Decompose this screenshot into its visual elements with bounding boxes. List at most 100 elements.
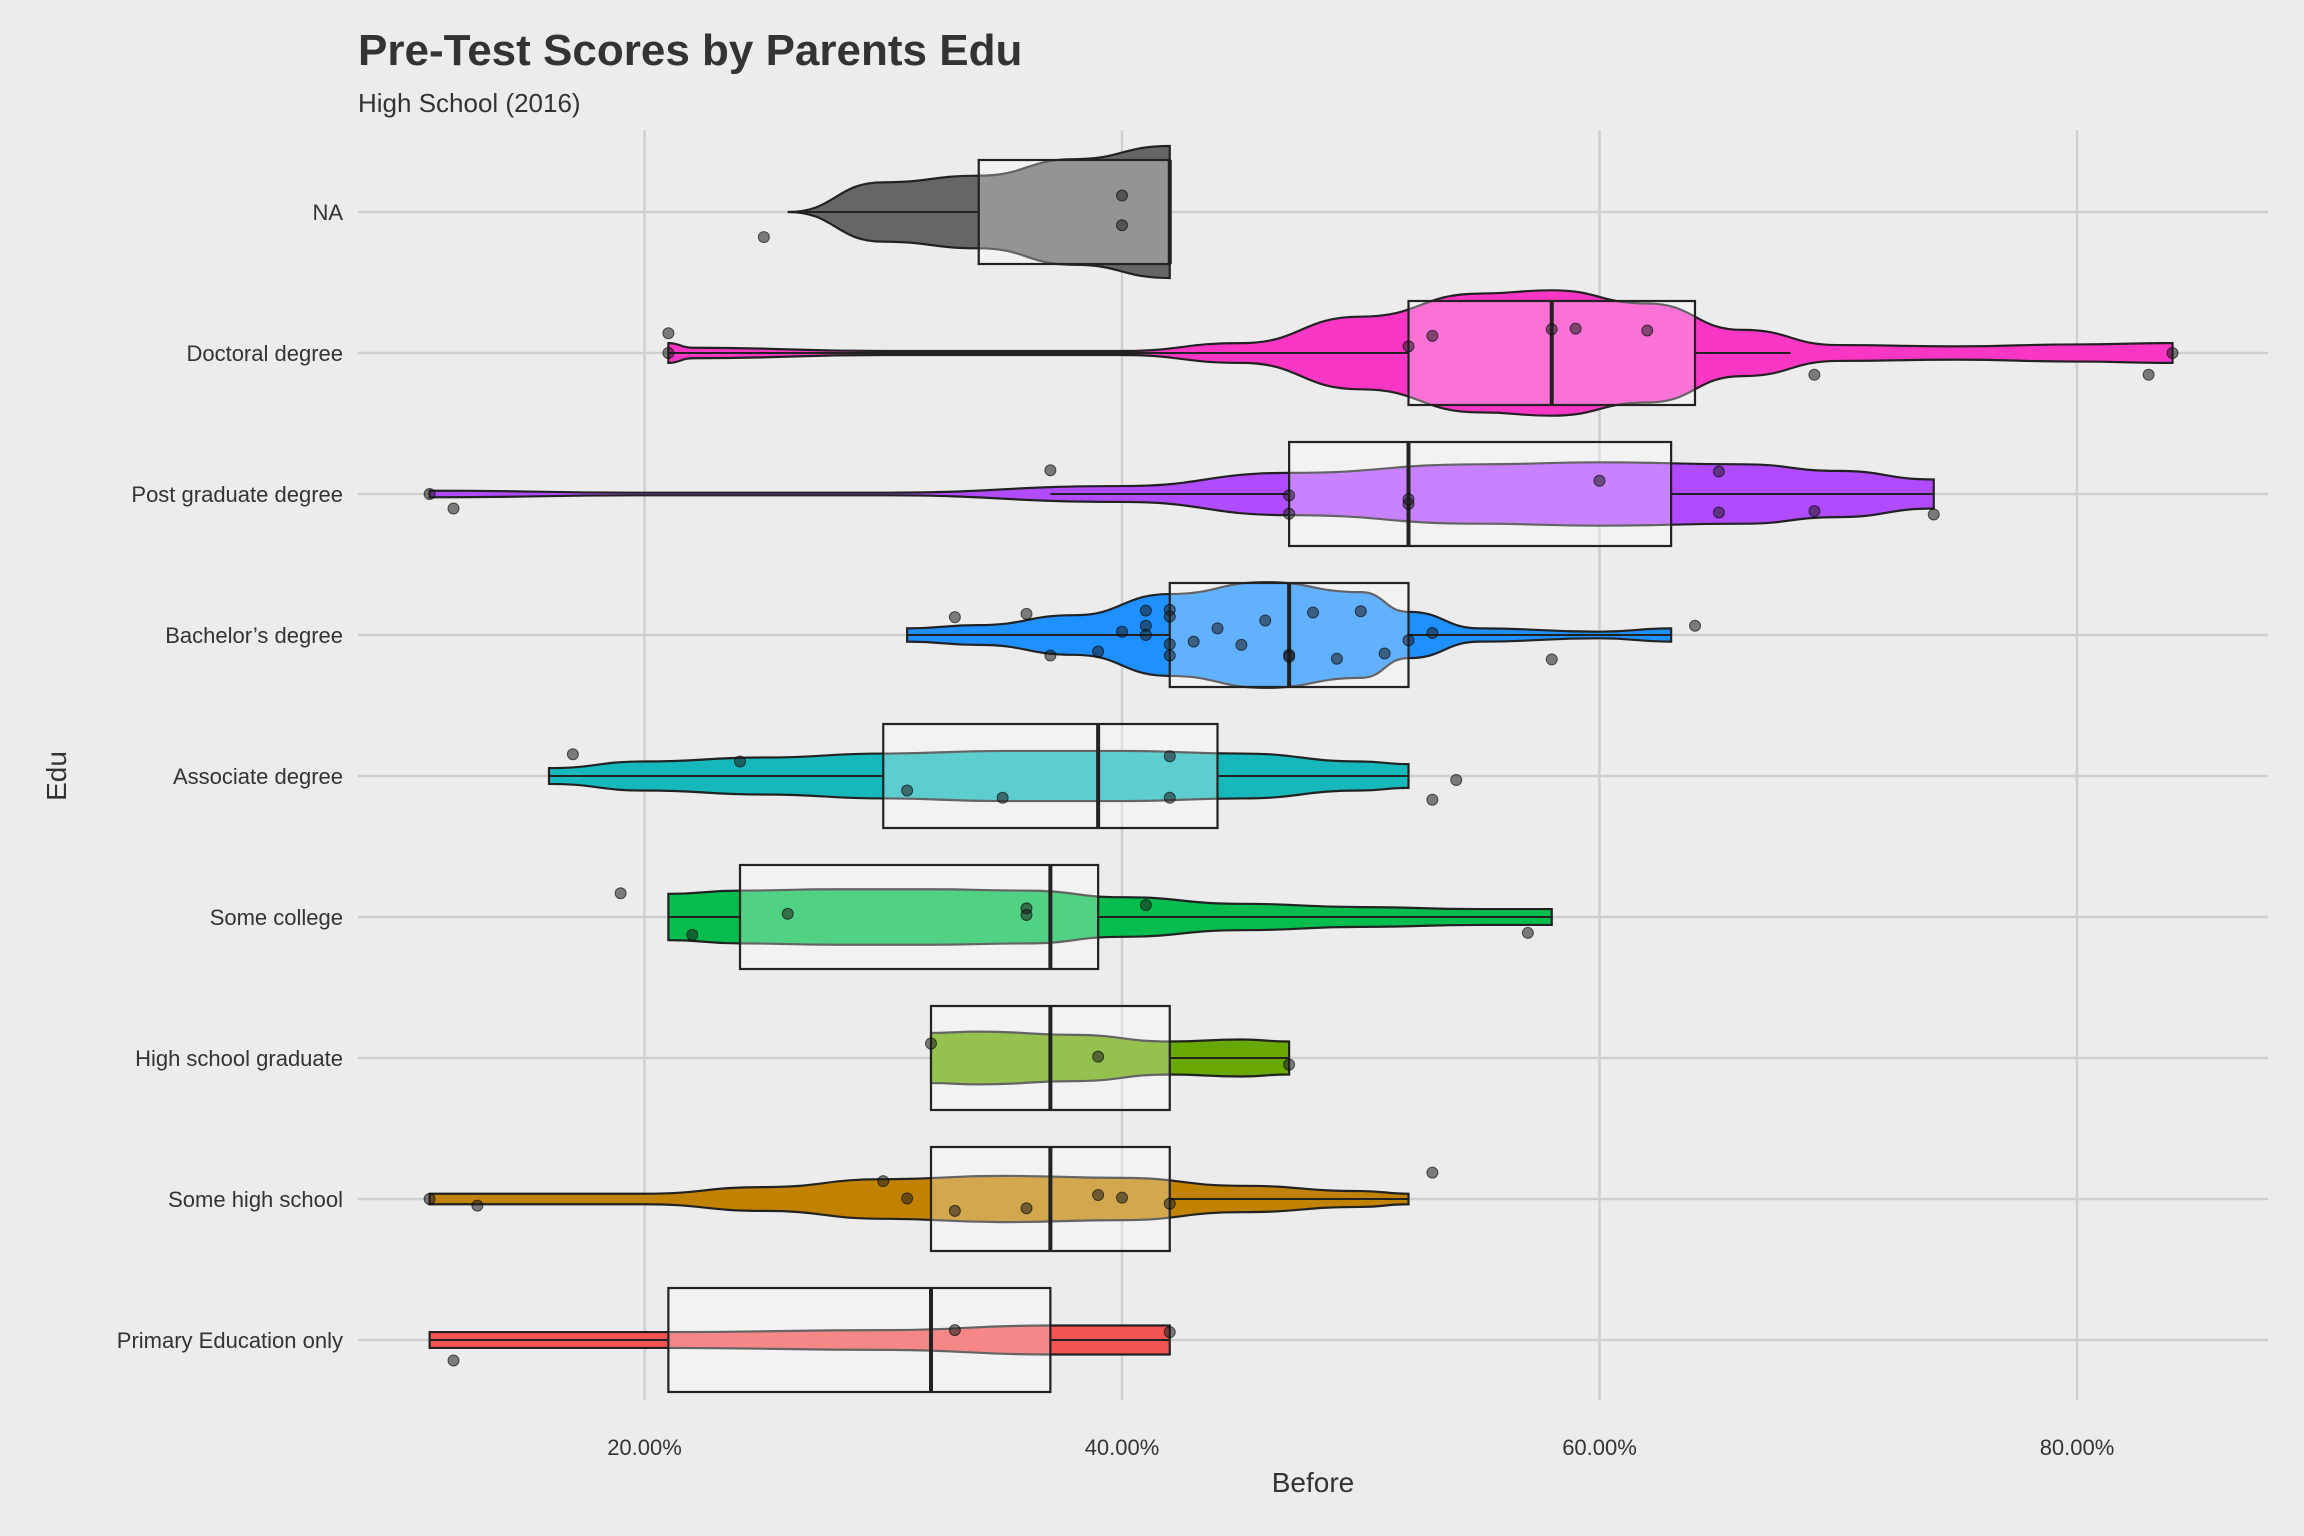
data-point	[1092, 1189, 1105, 1202]
data-point	[1020, 1202, 1033, 1215]
data-point	[1187, 635, 1200, 648]
data-point	[662, 347, 675, 359]
data-point	[447, 1354, 460, 1367]
data-point	[1426, 793, 1439, 806]
x-tick-label: 80.00%	[2040, 1435, 2115, 1460]
data-point	[1020, 909, 1033, 922]
data-point	[1378, 647, 1391, 660]
data-point	[1163, 1326, 1176, 1339]
violin-shape	[428, 1324, 1171, 1356]
data-point	[614, 887, 627, 900]
data-point	[996, 791, 1009, 804]
data-point	[948, 1204, 961, 1217]
data-point	[1163, 1197, 1176, 1210]
data-point	[1354, 605, 1367, 618]
data-point	[948, 611, 961, 624]
violin-shape	[547, 749, 1410, 803]
data-point	[1426, 627, 1439, 640]
x-tick-label: 40.00%	[1085, 1435, 1160, 1460]
data-point	[1163, 791, 1176, 804]
data-point	[1545, 653, 1558, 666]
data-point	[1689, 619, 1701, 632]
data-point	[1593, 474, 1606, 487]
data-point	[1402, 340, 1415, 353]
data-point	[1283, 507, 1296, 520]
data-point	[1211, 622, 1224, 635]
box-iqr	[1288, 440, 1673, 548]
data-point	[1712, 506, 1725, 519]
chart-title: Pre-Test Scores by Parents Edu	[358, 26, 1023, 75]
data-point	[423, 488, 436, 500]
boxplot-layer	[429, 158, 1934, 1394]
data-point	[1116, 625, 1128, 638]
violin-layer	[428, 144, 2174, 1356]
data-point	[1426, 1166, 1439, 1179]
data-point	[1330, 652, 1343, 665]
y-axis-title: Edu	[41, 751, 72, 801]
chart-subtitle: High School (2016)	[358, 88, 581, 118]
box-iqr	[738, 863, 1100, 971]
y-tick-label: High school graduate	[135, 1046, 343, 1071]
data-point	[757, 231, 770, 244]
data-point	[1163, 638, 1176, 651]
data-point	[1283, 650, 1296, 663]
data-point	[1139, 604, 1152, 617]
data-point	[877, 1175, 890, 1188]
x-tick-label: 60.00%	[1562, 1435, 1637, 1460]
data-point	[1235, 638, 1248, 651]
data-point	[1116, 189, 1128, 202]
data-point	[1808, 368, 1821, 381]
y-tick-label: Bachelor’s degree	[165, 623, 343, 648]
data-point	[901, 784, 914, 797]
y-axis-labels: NA Doctoral degree Post graduate degree Bac…	[117, 200, 344, 1353]
data-point	[901, 1192, 914, 1205]
box-iqr	[977, 158, 1171, 266]
data-point	[1712, 465, 1725, 478]
data-point	[781, 907, 794, 920]
data-point	[662, 327, 675, 340]
data-point	[1139, 899, 1152, 912]
data-point	[948, 1324, 961, 1337]
x-tick-label: 20.00%	[607, 1435, 682, 1460]
data-point	[1116, 219, 1128, 232]
data-point	[1259, 614, 1272, 627]
data-point	[1927, 508, 1940, 521]
data-point	[1020, 607, 1033, 620]
x-axis-labels: 20.00% 40.00% 60.00% 80.00%	[607, 1435, 2114, 1460]
data-point	[1092, 645, 1105, 658]
x-axis-title: Before	[1272, 1467, 1355, 1498]
data-point	[1044, 649, 1057, 662]
y-tick-label: Associate degree	[173, 764, 343, 789]
data-point	[1163, 610, 1176, 623]
data-point	[1402, 634, 1415, 647]
data-point	[1402, 493, 1415, 506]
data-point	[2142, 368, 2155, 381]
data-point	[1044, 464, 1057, 477]
data-point	[1569, 322, 1582, 335]
data-point	[925, 1037, 937, 1050]
data-point	[1283, 489, 1296, 502]
y-tick-label: Some college	[210, 905, 343, 930]
y-tick-label: Primary Education only	[117, 1328, 343, 1353]
data-point	[1092, 1050, 1105, 1063]
data-point	[1521, 926, 1534, 939]
data-point	[2166, 347, 2179, 359]
data-point	[1450, 773, 1463, 786]
box-iqr	[882, 722, 1219, 830]
box-iqr	[667, 1286, 1052, 1394]
data-point	[1808, 505, 1821, 518]
data-point	[1163, 649, 1176, 662]
data-point	[1283, 1058, 1296, 1071]
data-point	[734, 755, 746, 768]
data-point	[1116, 1191, 1128, 1204]
violin-shape	[428, 1174, 1410, 1224]
data-point	[686, 928, 699, 941]
y-tick-label: NA	[312, 200, 343, 225]
violin-shape	[667, 289, 2174, 417]
data-point	[1426, 329, 1439, 342]
data-point	[1139, 629, 1152, 641]
data-point	[1163, 750, 1176, 763]
data-point	[1545, 323, 1558, 336]
y-tick-label: Some high school	[168, 1187, 343, 1212]
